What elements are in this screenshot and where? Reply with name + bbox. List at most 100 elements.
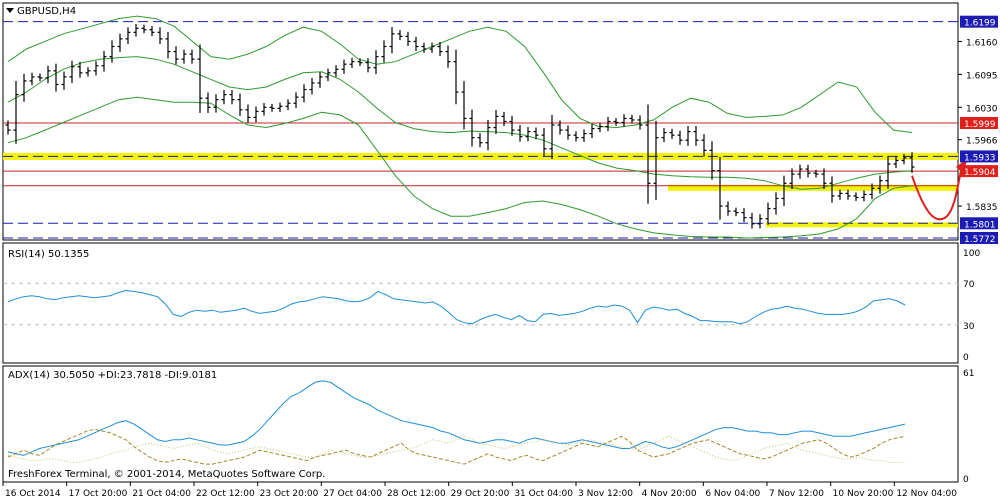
time-tick-label: 27 Oct 04:00 [323,489,382,499]
ohlc-bar [477,133,483,148]
ohlc-bar [373,50,379,75]
ohlc-bar [325,68,331,82]
ohlc-bar [573,131,579,142]
rsi-tick-label: 70 [963,280,975,290]
price-tick-label: 1.5904 [964,168,996,178]
ohlc-bar [309,77,315,95]
ohlc-bar [749,212,755,229]
ohlc-bar [205,92,211,114]
ohlc-bar [277,102,283,112]
ohlc-bar [101,50,107,72]
bollinger-upper-line [7,15,913,134]
ohlc-bar [245,104,251,123]
ohlc-bar [109,40,115,63]
time-tick-label: 23 Oct 20:00 [260,489,319,499]
ohlc-bar [21,73,27,102]
rsi-line [7,289,906,325]
time-tick-label: 4 Nov 20:00 [642,489,697,499]
ohlc-bar [69,60,75,83]
ohlc-bar [733,207,739,217]
ohlc-bar [549,114,555,160]
time-tick-label: 29 Oct 20:00 [451,489,510,499]
ohlc-bar [741,208,747,223]
ohlc-bar [717,156,723,220]
adx-tick-label: 0 [963,475,969,485]
adx-tick-label: 61 [963,369,974,379]
ohlc-bar [293,92,299,109]
price-pane-frame [2,2,959,241]
ohlc-bar [837,189,843,200]
ohlc-bar [437,41,443,57]
ohlc-bar [629,114,635,124]
price-tick-label: 1.5772 [964,235,996,245]
ohlc-bar [501,111,507,127]
ohlc-bar [861,190,867,202]
ohlc-bar [365,58,371,73]
ohlc-bar [757,214,763,229]
ohlc-bar [197,44,203,113]
price-level-tag [960,116,998,129]
ohlc-bar [125,27,131,44]
ohlc-bar [709,141,715,180]
ohlc-bar [805,164,811,178]
ohlc-bar [341,59,347,74]
rsi-tick-label: 0 [963,353,969,363]
price-tick-label: 1.5999 [964,120,996,130]
ohlc-bar [813,169,819,178]
ohlc-bar [85,67,91,77]
ohlc-bar [29,72,35,86]
support-band [668,184,958,191]
ohlc-bar [253,106,259,123]
ohlc-bar [773,192,779,215]
price-tick-label: 1.5835 [966,203,998,213]
ohlc-bar [333,65,339,77]
ohlc-bar [421,42,427,53]
ohlc-bar [797,164,803,179]
ohlc-bar [509,115,515,136]
ohlc-bar [157,27,163,44]
ohlc-bar [77,61,83,78]
axis-layer: 1.6199 1.6160 1.6095 1.6030 1.5999 1.5966 1.59… [2,15,998,499]
ohlc-bar [165,32,171,59]
ohlc-bar [517,125,523,142]
rsi-tick-label: 30 [963,322,975,332]
bollinger-middle-line [7,56,913,190]
ohlc-bar [869,183,875,200]
ohlc-bar [613,118,619,126]
price-level-tag [960,15,998,28]
ohlc-bar [901,154,907,165]
ohlc-bar [13,80,19,144]
price-pane-title: GBPUSD,H4 [17,6,76,17]
price-tick-label: 1.5933 [964,153,996,163]
ohlc-bar [525,127,531,142]
ohlc-bar [533,127,539,140]
ohlc-bar [149,25,155,37]
support-band [3,152,958,160]
ohlc-bar [269,103,275,112]
adx-pane-frame [2,365,959,483]
ohlc-bar [173,46,179,65]
rsi-pane-frame [2,242,959,364]
rsi-pane-title: RSI(14) 50.1355 [8,249,89,260]
price-tick-label: 1.6160 [966,38,998,48]
ohlc-bar [317,72,323,88]
ohlc-bar [221,90,227,105]
ohlc-bar [829,176,835,203]
ohlc-bar [621,114,627,127]
ohlc-bar [701,134,707,157]
symbol-title: GBPUSD,H4 [6,6,76,17]
ohlc-bar [589,124,595,139]
time-tick-label: 31 Oct 04:00 [514,489,573,499]
ohlc-bar [461,81,467,130]
adx-series-line [7,380,906,456]
ohlc-bar [693,125,699,146]
time-tick-label: 16 Oct 2014 [5,489,61,499]
time-tick-label: 7 Nov 12:00 [769,489,824,499]
adx-chart-layer [7,380,906,465]
adx-series-line [7,435,905,463]
ohlc-bar [789,168,795,190]
ohlc-bar [685,125,691,146]
ohlc-bar [301,84,307,103]
